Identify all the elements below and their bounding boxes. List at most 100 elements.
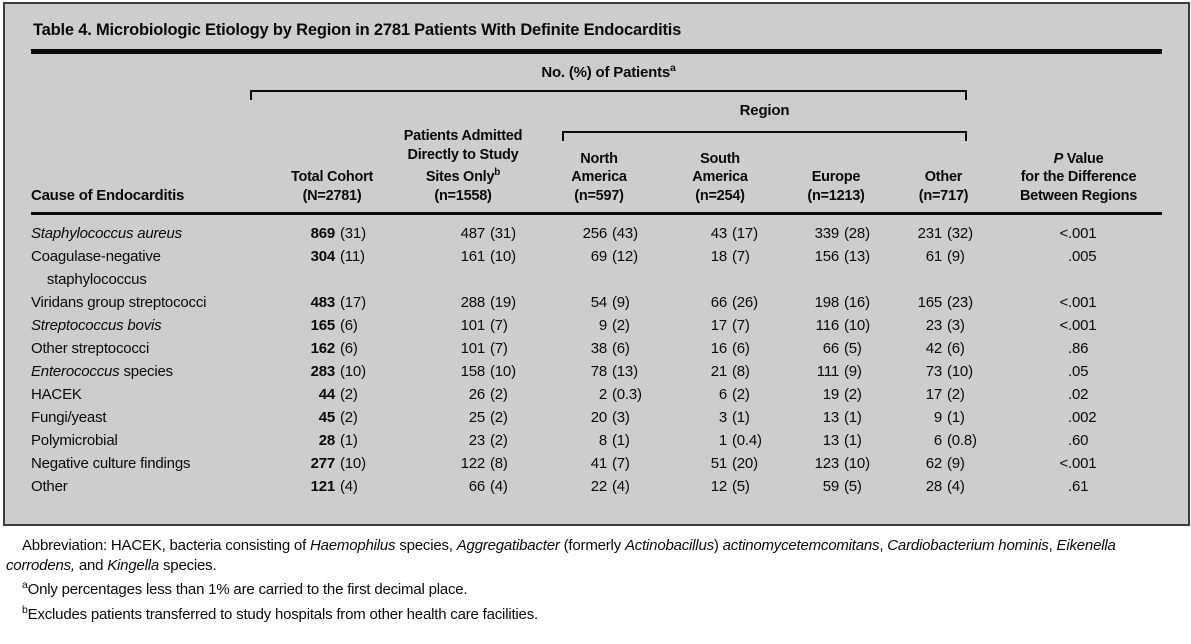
percent-value: (17): [732, 225, 758, 242]
percent-value: (7): [612, 455, 630, 472]
cell-sa: 21 (8): [660, 360, 780, 383]
count-value: 123: [814, 455, 840, 472]
cell-p-value: < .001: [995, 314, 1162, 337]
percent-value: (1): [732, 409, 750, 426]
cell-na: 9 (2): [538, 314, 660, 337]
cell-sa: 3 (1): [660, 406, 780, 429]
row-label: Other streptococci: [31, 340, 150, 357]
p-value-decimal: .001: [1068, 455, 1097, 472]
cell-sa: 51 (20): [660, 452, 780, 475]
cell-other: 62 (9): [892, 452, 995, 475]
table-row: Coagulase-negative staphylococcus 304 (11)…: [31, 245, 1162, 291]
percent-value: (9): [947, 248, 965, 265]
italic-text: Haemophilus: [310, 537, 396, 554]
cell-admitted: 23 (2): [388, 429, 538, 452]
cell-p-value: .61: [995, 475, 1162, 498]
percent-value: (32): [947, 225, 973, 242]
percent-value: (1): [947, 409, 965, 426]
count-value: 2: [598, 386, 607, 403]
count-value: 483: [310, 294, 336, 311]
cell-na: 78 (13): [538, 360, 660, 383]
cell-sa: 1 (0.4): [660, 429, 780, 452]
cell-na: 22 (4): [538, 475, 660, 498]
cell-p-value: .05: [995, 360, 1162, 383]
percent-value: (6): [732, 340, 750, 357]
percent-value: (10): [844, 317, 870, 334]
italic-text: Eikenella corrodens,: [6, 537, 1116, 574]
table-row: HACEK 44 (2) 26 (2) 2 (0.3) 6 (2) 19 (2) 17 (2) .02: [31, 383, 1162, 406]
cell-europe: 19 (2): [780, 383, 892, 406]
count-value: 25: [468, 409, 485, 426]
cell-admitted: 101 (7): [388, 314, 538, 337]
count-value: 19: [822, 386, 839, 403]
region-spanner-label: Region: [739, 102, 790, 119]
count-value: 9: [933, 409, 942, 426]
p-value-prefix: [995, 406, 1068, 429]
percent-value: (10): [844, 455, 870, 472]
cell-admitted: 158 (10): [388, 360, 538, 383]
percent-value: (7): [732, 317, 750, 334]
count-value: 21: [710, 363, 727, 380]
percent-value: (5): [732, 478, 750, 495]
percent-value: (4): [490, 478, 508, 495]
table-body: Staphylococcus aureus 869 (31) 487 (31) 256 (4…: [5, 215, 1188, 498]
p-value-prefix: [995, 429, 1068, 452]
cell-other: 23 (3): [892, 314, 995, 337]
count-value: 3: [718, 409, 727, 426]
count-value: 158: [460, 363, 486, 380]
row-label: Other: [31, 478, 68, 495]
count-value: 13: [822, 409, 839, 426]
percent-value: (28): [844, 225, 870, 242]
title-rule-divider: [31, 49, 1162, 54]
percent-value: (2): [490, 409, 508, 426]
cell-total: 45 (2): [276, 406, 388, 429]
cell-na: 20 (3): [538, 406, 660, 429]
cell-p-value: .005: [995, 245, 1162, 268]
percent-value: (0.8): [947, 432, 977, 449]
footnote-b: bExcludes patients transferred to study …: [22, 603, 538, 623]
count-value: 304: [310, 248, 336, 265]
count-value: 12: [710, 478, 727, 495]
p-value-decimal: .005: [1068, 248, 1097, 265]
footnote-letter: b: [22, 603, 28, 616]
percent-value: (12): [612, 248, 638, 265]
count-value: 165: [917, 294, 943, 311]
row-label: Coagulase-negative staphylococcus: [31, 248, 161, 288]
count-value: 17: [925, 386, 942, 403]
percent-value: (3): [612, 409, 630, 426]
cell-total: 277 (10): [276, 452, 388, 475]
cell-sa: 43 (17): [660, 222, 780, 245]
count-value: 1: [718, 432, 727, 449]
count-value: 66: [468, 478, 485, 495]
table-row: Negative culture findings 277 (10) 122 (8) 41…: [31, 452, 1162, 475]
cell-na: 69 (12): [538, 245, 660, 268]
count-value: 162: [310, 340, 336, 357]
cell-p-value: .86: [995, 337, 1162, 360]
footnote-abbreviation: Abbreviation: HACEK, bacteria consisting…: [6, 537, 1116, 574]
italic-text: Kingella: [107, 556, 160, 574]
count-value: 6: [933, 432, 942, 449]
patients-spanner-label: No. (%) of Patientsa: [541, 62, 676, 81]
footnotes: Abbreviation: HACEK, bacteria consisting…: [6, 536, 1186, 625]
count-value: 121: [310, 478, 336, 495]
count-value: 17: [710, 317, 727, 334]
cell-sa: 12 (5): [660, 475, 780, 498]
count-value: 116: [815, 317, 840, 334]
count-value: 23: [468, 432, 485, 449]
footnote-a: aOnly percentages less than 1% are carri…: [22, 579, 468, 598]
cell-europe: 198 (16): [780, 291, 892, 314]
column-header-cause: Cause of Endocarditis: [31, 186, 185, 204]
table-header: No. (%) of Patientsa Region Cause of End…: [31, 54, 1162, 212]
p-value-decimal: .05: [1068, 363, 1089, 380]
cell-europe: 13 (1): [780, 406, 892, 429]
percent-value: (43): [612, 225, 638, 242]
percent-value: (13): [844, 248, 870, 265]
cell-europe: 111 (9): [780, 360, 892, 383]
cell-europe: 156 (13): [780, 245, 892, 268]
percent-value: (2): [490, 432, 508, 449]
count-value: 9: [598, 317, 607, 334]
cell-admitted: 66 (4): [388, 475, 538, 498]
p-value-decimal: .001: [1068, 225, 1097, 242]
cell-na: 38 (6): [538, 337, 660, 360]
percent-value: (5): [844, 340, 862, 357]
